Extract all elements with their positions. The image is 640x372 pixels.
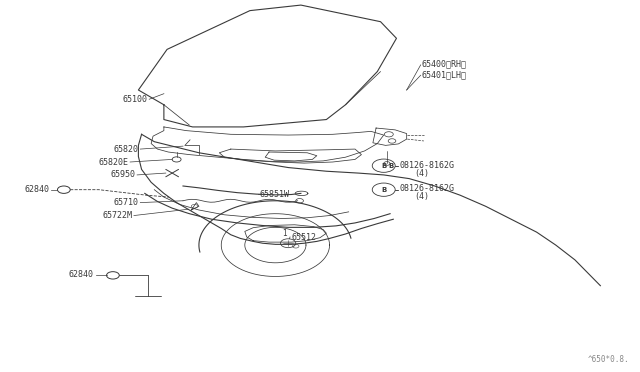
Text: 62840: 62840 [68,270,94,279]
Text: 1: 1 [283,230,287,238]
Text: 08126-8162G: 08126-8162G [399,161,454,170]
Text: B: B [381,163,387,169]
Text: 65820: 65820 [113,145,138,154]
Text: 62840: 62840 [24,185,49,194]
Text: 65100: 65100 [123,95,148,104]
Text: 65401〈LH〉: 65401〈LH〉 [422,71,467,80]
Text: ^650*0.8.: ^650*0.8. [588,355,629,364]
Text: B: B [381,187,387,193]
Text: 65710: 65710 [113,198,138,207]
Text: (4): (4) [414,169,429,177]
Text: 65820E: 65820E [99,157,129,167]
Text: 65400〈RH〉: 65400〈RH〉 [422,60,467,69]
Text: 65722M: 65722M [102,211,132,220]
Text: 65851W: 65851W [259,190,289,199]
Text: 08126-8162G: 08126-8162G [399,185,454,193]
Text: (4): (4) [414,192,429,201]
Text: 65950: 65950 [110,170,135,179]
Text: 65512: 65512 [291,233,316,242]
Text: B: B [388,163,394,169]
